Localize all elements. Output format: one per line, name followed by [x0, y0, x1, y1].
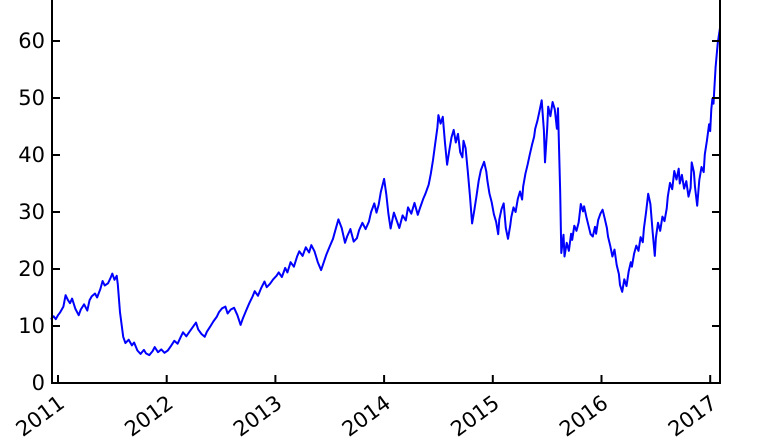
x-tick-label: 2016 [555, 391, 612, 440]
y-tick-label: 40 [18, 143, 45, 167]
y-tick-label: 10 [18, 314, 45, 338]
y-tick-label: 0 [32, 371, 45, 395]
x-tick-label: 2012 [120, 391, 177, 440]
y-tick-label: 30 [18, 200, 45, 224]
y-tick-label: 50 [18, 86, 45, 110]
x-tick-label: 2015 [446, 391, 503, 440]
price-line-series [50, 26, 721, 357]
x-tick-label: 2011 [12, 391, 69, 440]
x-tick-label: 2013 [229, 391, 286, 440]
y-tick-label: 60 [18, 29, 45, 53]
x-tick-label: 2014 [338, 391, 395, 440]
x-tick-label: 2017 [664, 391, 721, 440]
y-tick-label: 20 [18, 257, 45, 281]
